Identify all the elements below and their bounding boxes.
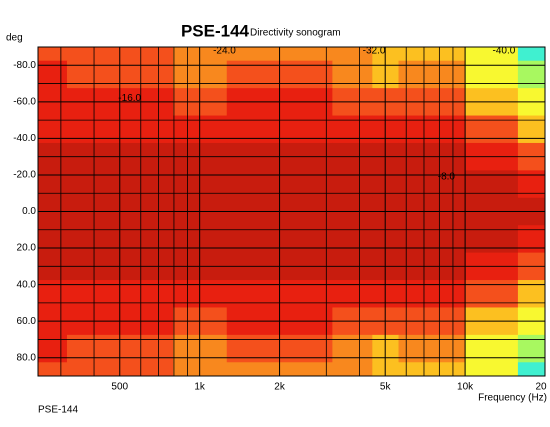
heat-cell	[425, 362, 466, 376]
x-axis-label: Frequency (Hz)	[478, 393, 547, 404]
x-tick-label: 1k	[194, 382, 206, 393]
heat-cell	[465, 47, 519, 62]
heat-cell	[425, 47, 466, 62]
y-tick-label: 80.0	[17, 352, 37, 363]
y-tick-label: 20.0	[17, 243, 37, 254]
heat-cell	[120, 47, 174, 62]
contour-label: -32.0	[363, 45, 386, 56]
heat-cell	[38, 362, 68, 376]
heat-cell	[517, 47, 545, 62]
heat-cell	[226, 362, 281, 376]
heat-cell	[38, 47, 68, 62]
heat-cell	[226, 47, 281, 62]
y-tick-label: -20.0	[13, 170, 36, 181]
heat-cell	[279, 47, 333, 62]
y-tick-label: -40.0	[13, 133, 36, 144]
y-tick-label: 60.0	[17, 316, 37, 327]
contour-label: -40.0	[492, 45, 515, 56]
x-tick-label: 10k	[457, 382, 474, 393]
x-tick-label: 500	[111, 382, 128, 393]
heat-cell	[398, 47, 427, 62]
x-tick-label: 5k	[380, 382, 392, 393]
heat-cell	[398, 362, 427, 376]
x-tick-label: 20	[535, 382, 547, 393]
plot-frame	[37, 46, 546, 377]
heat-cell	[332, 47, 373, 62]
heat-cell	[332, 362, 373, 376]
x-tick-label: 2k	[274, 382, 286, 393]
heat-cell	[465, 362, 519, 376]
heat-cell	[517, 362, 545, 376]
heat-cell	[279, 362, 333, 376]
contour-label: -8.0	[438, 171, 456, 182]
chart-subtitle: Directivity sonogram	[250, 28, 341, 39]
chart-title: PSE-144	[181, 21, 250, 40]
y-tick-label: -80.0	[13, 60, 36, 71]
contour-label: -24.0	[213, 45, 236, 56]
y-tick-label: 40.0	[17, 279, 37, 290]
contour-label: -16.0	[118, 93, 141, 104]
y-axis-label: deg	[6, 33, 23, 44]
y-tick-label: 0.0	[22, 206, 36, 217]
footer: PSE-144	[38, 405, 78, 416]
y-tick-label: -60.0	[13, 96, 36, 107]
heat-cell	[120, 362, 174, 376]
